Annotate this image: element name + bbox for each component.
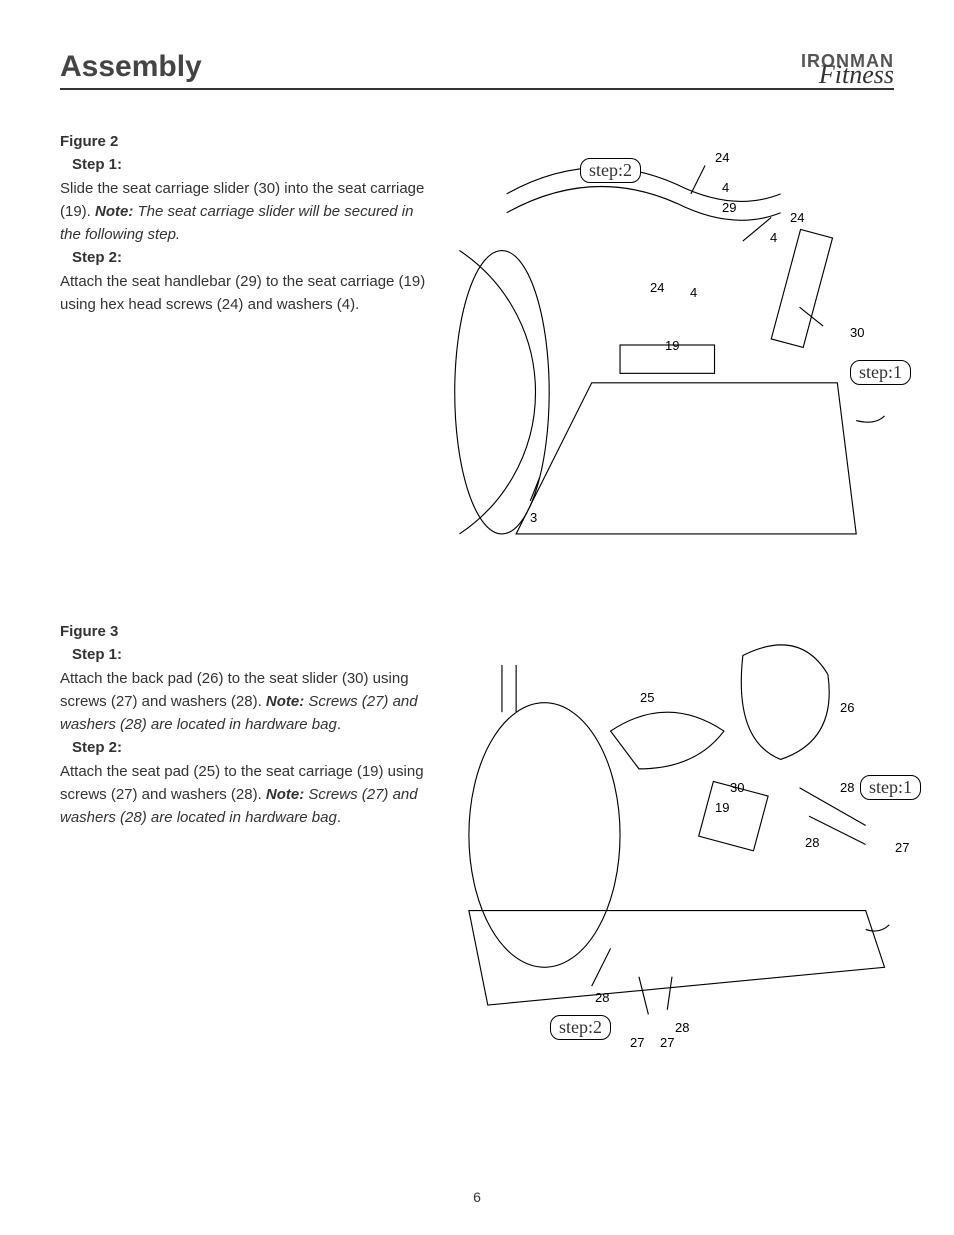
part-callout: 28 [840,780,854,795]
part-callout: 24 [790,210,804,225]
figure-2-title: Figure 2 [60,133,118,150]
figure-3-sketch [450,620,894,1050]
figure-2-diagram: step:2step:12442924424430193 [450,130,894,560]
step-bubble: step:2 [550,1015,611,1040]
part-callout: 28 [675,1020,689,1035]
part-callout: 28 [595,990,609,1005]
part-callout: 4 [722,180,729,195]
figure-2-text: Figure 2 Step 1: Slide the seat carriage… [60,130,430,560]
figure-3-step2-label: Step 2: [60,736,430,759]
brand-logo: IRONMAN Fitness [801,55,894,84]
part-callout: 30 [730,780,744,795]
part-callout: 27 [895,840,909,855]
figure-2-step1-label: Step 1: [60,153,430,176]
part-callout: 25 [640,690,654,705]
period: . [337,716,341,733]
part-callout: 28 [805,835,819,850]
part-callout: 4 [770,230,777,245]
part-callout: 26 [840,700,854,715]
figure-2-step2-label: Step 2: [60,246,430,269]
figure-2-step2-body: Attach the seat handlebar (29) to the se… [60,273,425,313]
figure-3-step1-label: Step 1: [60,643,430,666]
page-header: Assembly IRONMAN Fitness [60,50,894,90]
figure-3-title: Figure 3 [60,623,118,640]
part-callout: 24 [715,150,729,165]
part-callout: 19 [715,800,729,815]
part-callout: 27 [660,1035,674,1050]
step-bubble: step:1 [850,360,911,385]
figure-2-step1-note-label: Note: [95,203,133,220]
part-callout: 27 [630,1035,644,1050]
figure-3-section: Figure 3 Step 1: Attach the back pad (26… [60,620,894,1050]
part-callout: 19 [665,338,679,353]
period: . [337,809,341,826]
part-callout: 3 [530,510,537,525]
figure-3-step1-note-label: Note: [266,693,304,710]
step-bubble: step:1 [860,775,921,800]
part-callout: 29 [722,200,736,215]
figure-2-section: Figure 2 Step 1: Slide the seat carriage… [60,130,894,560]
figure-3-text: Figure 3 Step 1: Attach the back pad (26… [60,620,430,1050]
part-callout: 24 [650,280,664,295]
page-number: 6 [0,1189,954,1205]
part-callout: 30 [850,325,864,340]
page-title: Assembly [60,50,202,84]
figure-3-diagram: step:1step:22526302819282728282727 [450,620,894,1050]
step-bubble: step:2 [580,158,641,183]
part-callout: 4 [690,285,697,300]
figure-3-step2-note-label: Note: [266,786,304,803]
